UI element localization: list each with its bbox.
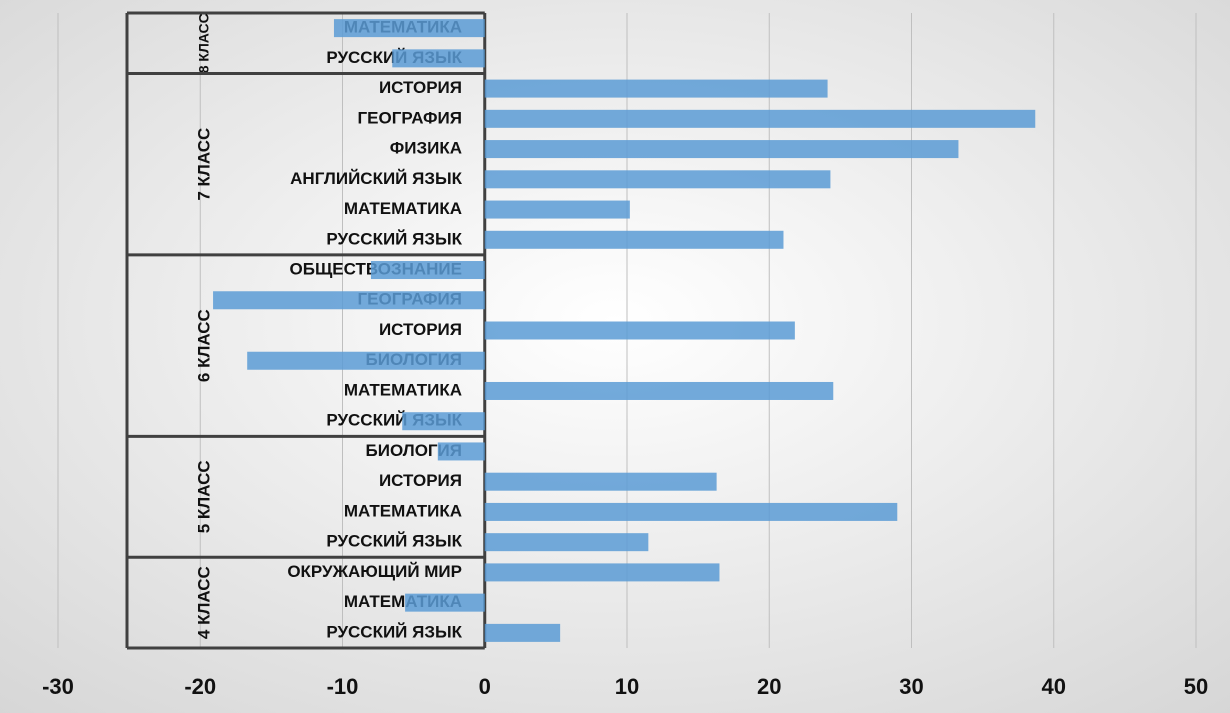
bar	[484, 170, 831, 189]
category-label: ИСТОРИЯ	[379, 78, 462, 97]
bar	[484, 140, 959, 159]
bar	[484, 109, 1036, 128]
bar	[213, 291, 485, 310]
group-label: 6 КЛАСС	[194, 309, 213, 382]
category-label: МАТЕМАТИКА	[344, 501, 462, 520]
category-label: АНГЛИЙСКИЙ ЯЗЫК	[290, 169, 462, 188]
bar	[484, 533, 649, 552]
bar	[484, 563, 720, 582]
bar	[484, 623, 561, 642]
group-label: 4 КЛАСС	[194, 566, 213, 639]
bar	[402, 412, 485, 431]
category-label: ФИЗИКА	[390, 139, 462, 158]
bar	[484, 472, 717, 491]
x-tick-label: 0	[479, 674, 491, 699]
category-label: РУССКИЙ ЯЗЫК	[326, 622, 462, 641]
bar	[484, 79, 828, 98]
bar	[484, 230, 784, 249]
bar	[484, 200, 630, 219]
x-tick-label: 10	[615, 674, 639, 699]
x-tick-label: -20	[184, 674, 216, 699]
category-label: РУССКИЙ ЯЗЫК	[326, 532, 462, 551]
bar	[484, 502, 898, 521]
bar	[437, 442, 485, 461]
category-label: МАТЕМАТИКА	[344, 380, 462, 399]
bar	[484, 381, 834, 400]
bar	[484, 321, 795, 340]
category-label: ИСТОРИЯ	[379, 320, 462, 339]
bar	[370, 261, 485, 280]
category-label: ИСТОРИЯ	[379, 471, 462, 490]
x-tick-label: 40	[1042, 674, 1066, 699]
bar	[405, 593, 485, 612]
x-tick-label: 20	[757, 674, 781, 699]
category-label: ОКРУЖАЮЩИЙ МИР	[287, 562, 462, 581]
x-tick-label: 50	[1184, 674, 1208, 699]
group-label: 8 КЛАСС	[196, 13, 212, 73]
bar	[333, 19, 485, 38]
category-label: МАТЕМАТИКА	[344, 199, 462, 218]
category-label: ГЕОГРАФИЯ	[358, 108, 462, 127]
group-label: 5 КЛАСС	[194, 460, 213, 533]
x-tick-label: -10	[327, 674, 359, 699]
x-tick-label: -30	[42, 674, 74, 699]
category-label: РУССКИЙ ЯЗЫК	[326, 229, 462, 248]
bar	[247, 351, 485, 370]
x-tick-label: 30	[899, 674, 923, 699]
bar	[392, 49, 485, 68]
group-label: 7 КЛАСС	[194, 128, 213, 201]
